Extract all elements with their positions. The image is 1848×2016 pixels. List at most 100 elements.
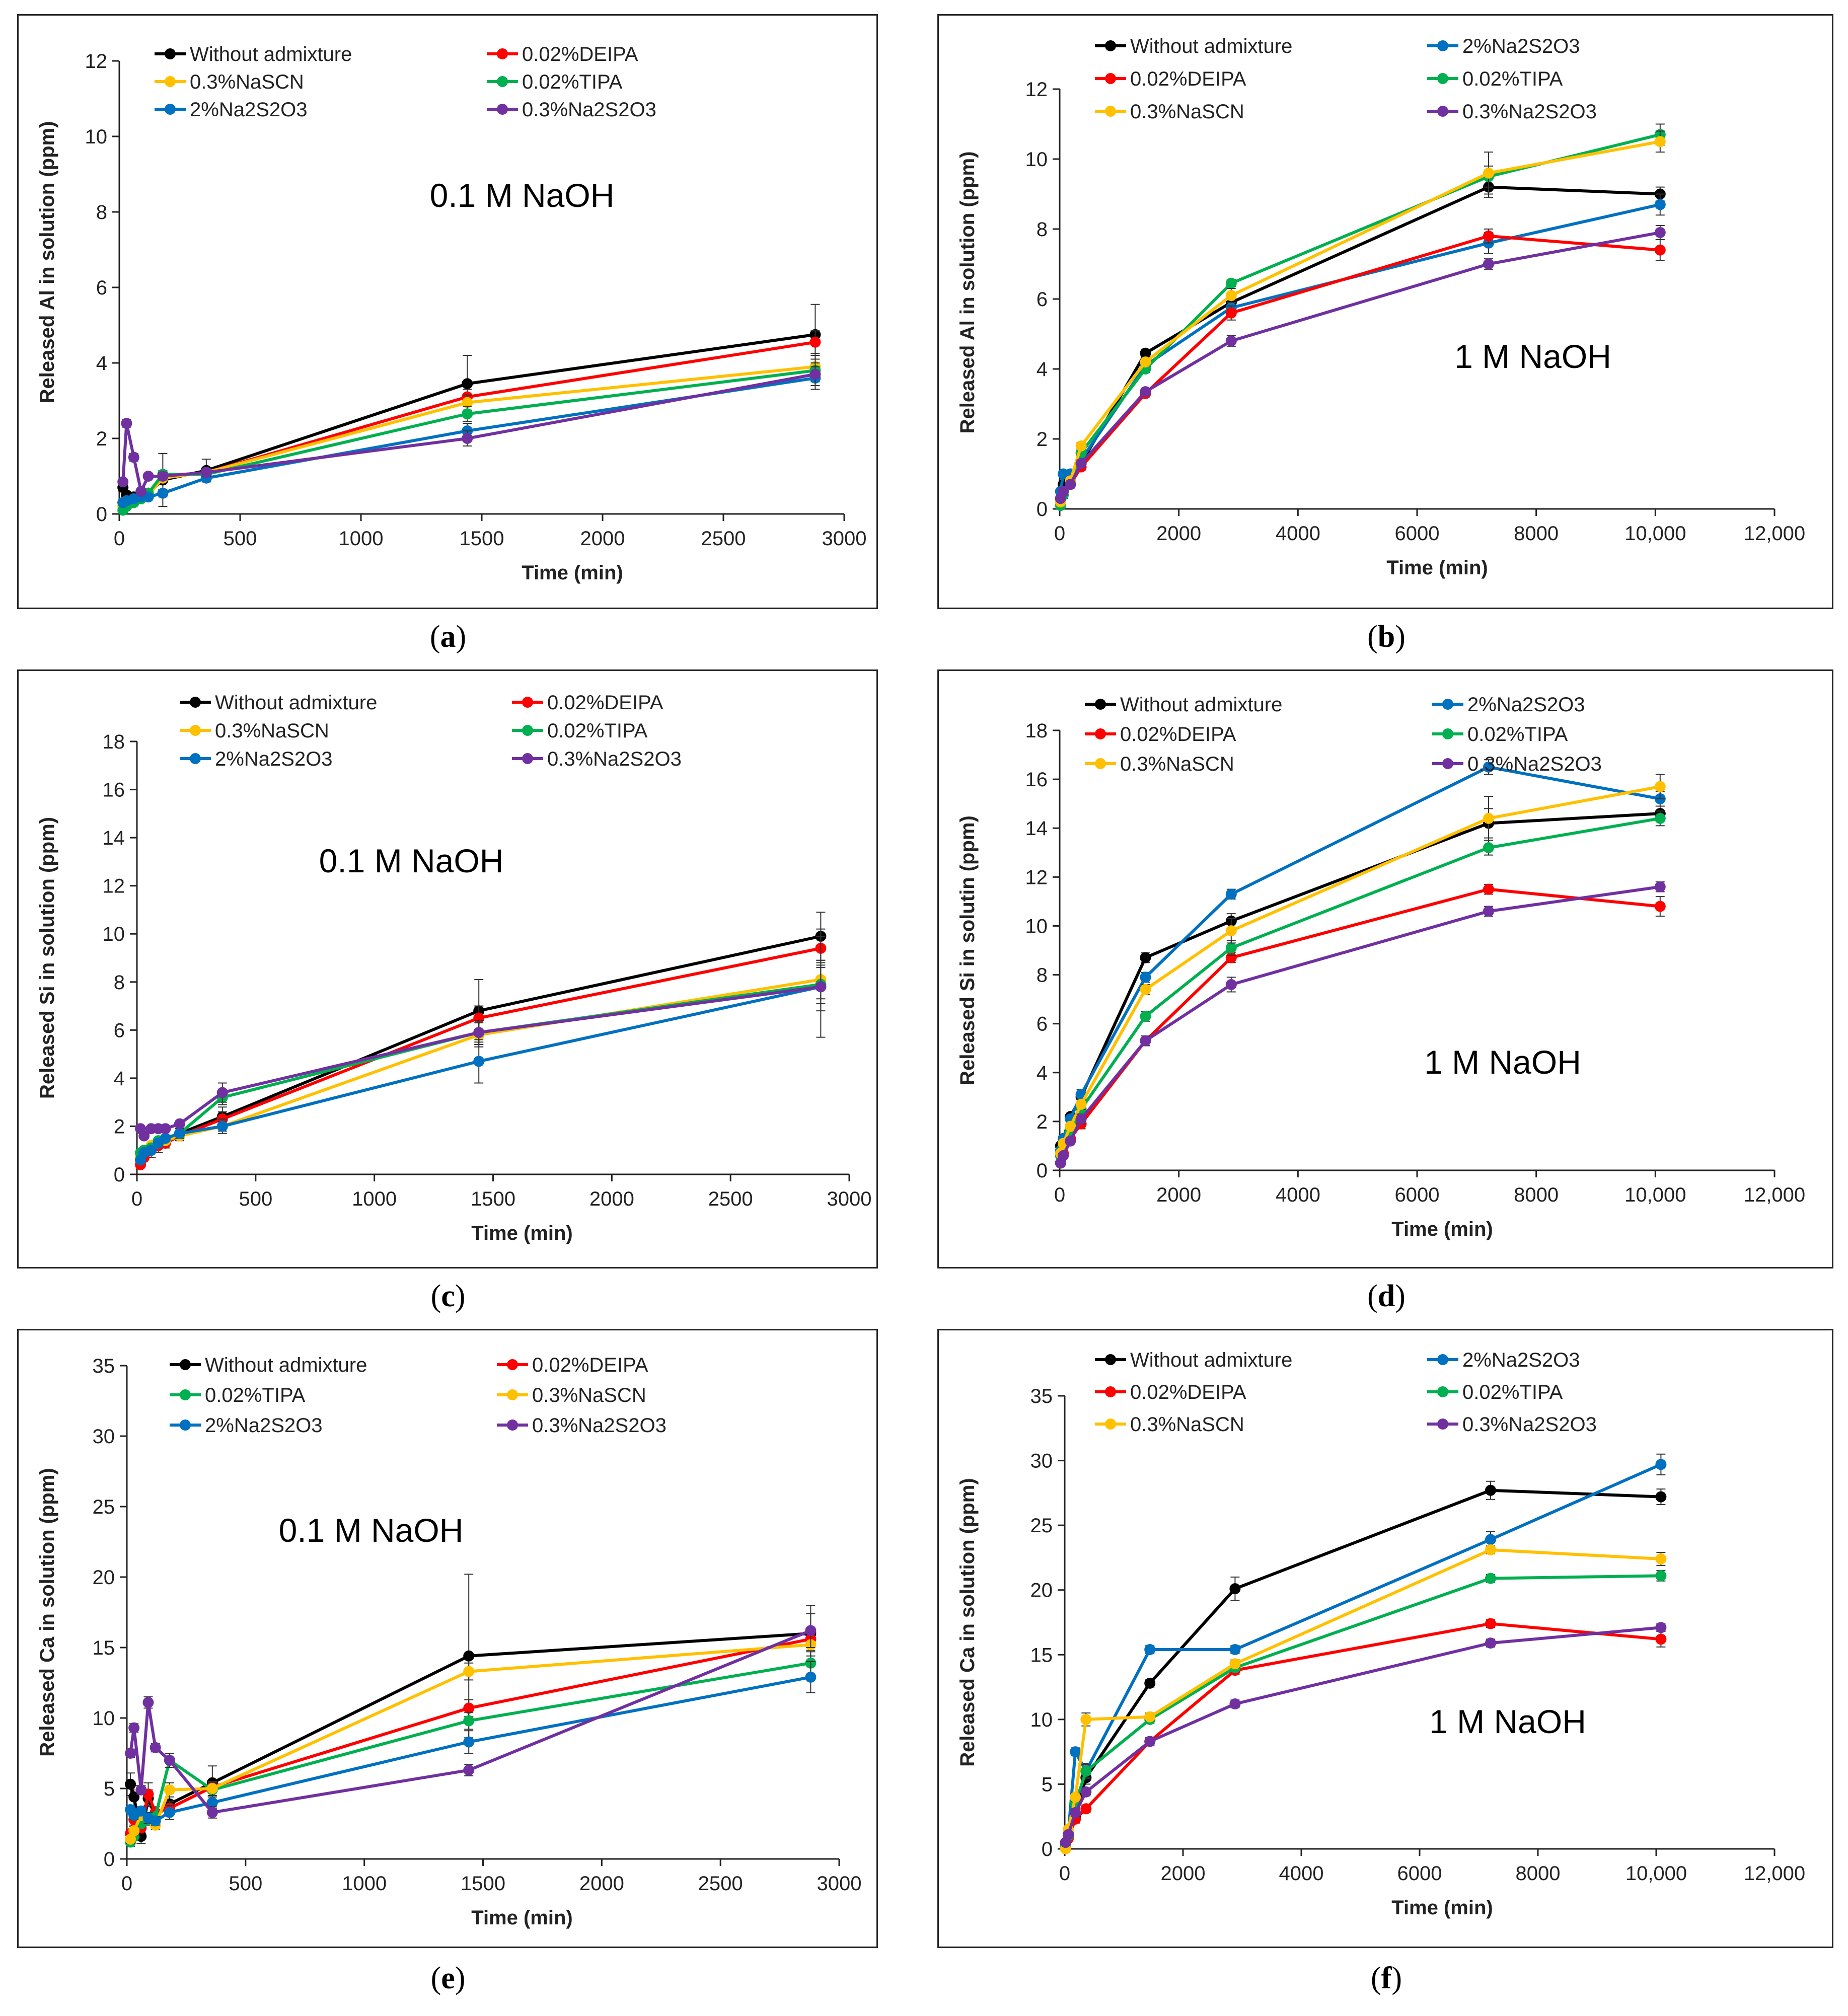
data-point bbox=[1483, 906, 1494, 917]
y-axis-title: Released Ca in solution (ppm) bbox=[36, 1468, 58, 1756]
chart-svg-f: 0 5 10 15 20 25 30 35 0 2000 4000 6000 8000 10,000 12,… bbox=[956, 1349, 1805, 1919]
data-point bbox=[1654, 812, 1666, 824]
chart-svg-b: 0 2 4 6 8 10 12 0 2000 4000 6000 8000 10,000 12,000 Ti… bbox=[956, 35, 1805, 579]
data-point bbox=[1058, 1150, 1069, 1161]
data-point bbox=[164, 1755, 175, 1766]
legend-label: 0.02%TIPA bbox=[1462, 68, 1563, 90]
data-point bbox=[1140, 1035, 1151, 1047]
y-tick-label: 6 bbox=[1037, 288, 1048, 311]
legend-swatch-marker bbox=[1105, 1386, 1116, 1397]
legend-swatch-marker bbox=[1095, 699, 1106, 710]
legend-item: 0.02%TIPA bbox=[170, 1384, 306, 1406]
data-point bbox=[1140, 952, 1151, 963]
series-line bbox=[1059, 812, 1660, 1147]
x-tick-label: 500 bbox=[224, 528, 257, 550]
legend-swatch-marker bbox=[1442, 699, 1453, 710]
chart-svg-a: 0 2 4 6 8 10 12 0 500 1000 1500 2000 2500 3000 Time (m… bbox=[36, 43, 866, 584]
legend-label: 0.02%DEIPA bbox=[1120, 723, 1236, 745]
legend-swatch-marker bbox=[1095, 728, 1106, 739]
data-point bbox=[1483, 761, 1494, 773]
legend-label: 0.3%NaSCN bbox=[1120, 753, 1234, 775]
x-tick-label: 8000 bbox=[1516, 1862, 1561, 1885]
chart-panel-c: 0 2 4 6 8 10 12 14 16 18 0 500 1000 1500 2000 2500 3000 T… bbox=[17, 669, 878, 1268]
data-point bbox=[1654, 781, 1666, 792]
data-point bbox=[1140, 386, 1151, 398]
legend-swatch-marker bbox=[522, 753, 533, 764]
x-tick-label: 2000 bbox=[579, 1873, 624, 1895]
legend-label: 0.3%NaSCN bbox=[532, 1384, 646, 1406]
data-point bbox=[1144, 1677, 1156, 1689]
legend-swatch-marker bbox=[1437, 1418, 1448, 1430]
data-point bbox=[117, 476, 129, 488]
x-tick-label: 2500 bbox=[701, 528, 746, 550]
y-tick-label: 8 bbox=[114, 972, 125, 994]
legend-label: Without admixture bbox=[215, 692, 377, 714]
y-tick-label: 30 bbox=[93, 1426, 115, 1448]
legend-item: 2%Na2S2O3 bbox=[1432, 694, 1585, 716]
x-tick-label: 8000 bbox=[1514, 522, 1559, 545]
legend-item: 0.02%TIPA bbox=[487, 71, 623, 93]
x-tick-label: 10,000 bbox=[1625, 1862, 1687, 1885]
data-point bbox=[473, 1027, 485, 1038]
legend-label: 0.3%Na2S2O3 bbox=[532, 1414, 667, 1437]
legend-label: 0.02%DEIPA bbox=[532, 1354, 648, 1376]
x-tick-label: 4000 bbox=[1276, 522, 1320, 545]
legend-label: 0.02%DEIPA bbox=[1130, 1381, 1246, 1403]
legend-label: 2%Na2S2O3 bbox=[1462, 1349, 1580, 1371]
series-0.3%Na2S2O3 bbox=[117, 362, 821, 497]
legend-item: 0.02%TIPA bbox=[1432, 723, 1568, 745]
data-point bbox=[1483, 812, 1494, 824]
panel-label-e: (e) bbox=[430, 1961, 466, 1995]
legend-item: Without admixture bbox=[170, 1354, 367, 1376]
x-tick-label: 12,000 bbox=[1744, 522, 1805, 545]
legend-swatch-marker bbox=[1437, 73, 1448, 84]
data-point bbox=[1065, 1121, 1076, 1132]
legend-swatch-marker bbox=[1437, 1386, 1448, 1397]
data-point bbox=[1080, 1786, 1092, 1798]
y-axis-title: Released Si in solution (ppm) bbox=[36, 817, 58, 1099]
data-point bbox=[1063, 1829, 1074, 1840]
series-0.02%TIPA bbox=[125, 1651, 817, 1848]
data-point bbox=[1070, 1807, 1081, 1818]
data-point bbox=[135, 1784, 147, 1796]
data-point bbox=[1654, 199, 1666, 210]
y-tick-label: 6 bbox=[114, 1019, 125, 1041]
series-0.3%Na2S2O3 bbox=[1055, 881, 1666, 1169]
legend-item: 0.02%TIPA bbox=[512, 720, 648, 742]
x-tick-label: 4000 bbox=[1279, 1862, 1324, 1885]
y-tick-label: 0 bbox=[114, 1164, 125, 1186]
data-point bbox=[1140, 347, 1151, 359]
data-point bbox=[128, 1825, 140, 1836]
x-tick-label: 8000 bbox=[1514, 1184, 1559, 1206]
legend-swatch-marker bbox=[1095, 758, 1106, 769]
condition-label: 1 M NaOH bbox=[1424, 1043, 1581, 1081]
data-point bbox=[1229, 1583, 1241, 1595]
x-tick-label: 6000 bbox=[1397, 1862, 1442, 1885]
data-point bbox=[1080, 1765, 1092, 1777]
series-line bbox=[1059, 887, 1661, 1164]
series-0.02%DEIPA bbox=[117, 330, 821, 508]
legend-label: 0.3%Na2S2O3 bbox=[1462, 1413, 1597, 1436]
y-tick-label: 12 bbox=[1025, 866, 1048, 888]
series-0.3%Na2S2O3 bbox=[1055, 225, 1666, 504]
data-point bbox=[160, 1133, 171, 1144]
legend-item: 0.02%TIPA bbox=[1427, 1381, 1563, 1403]
y-tick-label: 30 bbox=[1030, 1450, 1053, 1472]
data-point bbox=[125, 1833, 136, 1845]
y-tick-label: 2 bbox=[96, 428, 107, 450]
y-tick-label: 16 bbox=[1025, 769, 1048, 791]
legend-label: 0.3%NaSCN bbox=[190, 71, 304, 93]
y-tick-label: 0 bbox=[1042, 1838, 1053, 1860]
data-point bbox=[1485, 1534, 1496, 1545]
legend-swatch-marker bbox=[190, 753, 201, 764]
data-point bbox=[1485, 1637, 1496, 1649]
legend-item: 2%Na2S2O3 bbox=[1427, 1349, 1580, 1371]
x-tick-label: 2000 bbox=[1161, 1862, 1206, 1885]
legend-label: Without admixture bbox=[205, 1354, 367, 1376]
legend-item: 0.3%Na2S2O3 bbox=[497, 1414, 667, 1437]
y-tick-label: 8 bbox=[1037, 964, 1048, 987]
data-point bbox=[150, 1815, 161, 1827]
panel-label-d: (d) bbox=[1367, 1279, 1406, 1313]
data-point bbox=[216, 1087, 228, 1098]
y-tick-label: 12 bbox=[103, 875, 125, 898]
